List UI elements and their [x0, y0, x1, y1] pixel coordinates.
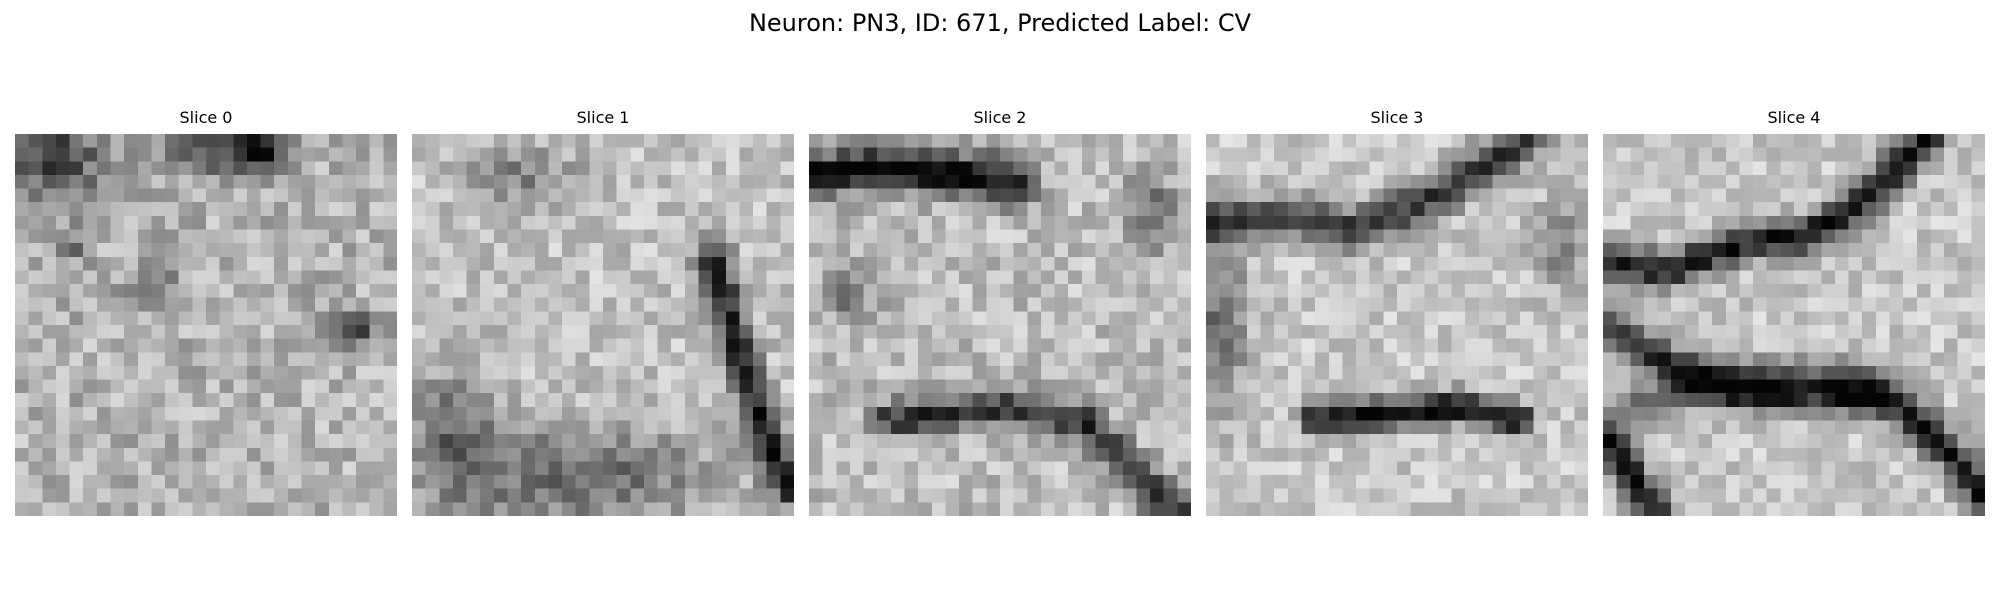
figure-title: Neuron: PN3, ID: 671, Predicted Label: C…	[748, 9, 1252, 37]
slice-panel-3: Slice 3	[1206, 108, 1588, 518]
slice-panel-4: Slice 4	[1603, 108, 1985, 518]
slice-panel-1: Slice 1	[412, 108, 794, 518]
slice-image-3	[1206, 134, 1588, 516]
slice-title-3: Slice 3	[1370, 108, 1424, 127]
slice-panel-2: Slice 2	[809, 108, 1191, 518]
slice-panel-0: Slice 0	[15, 108, 397, 518]
slice-title-1: Slice 1	[576, 108, 630, 127]
slice-image-1	[412, 134, 794, 516]
slice-title-4: Slice 4	[1767, 108, 1821, 127]
slice-title-2: Slice 2	[973, 108, 1027, 127]
slice-title-0: Slice 0	[179, 108, 233, 127]
slice-image-2	[809, 134, 1191, 516]
slice-image-4	[1603, 134, 1985, 516]
slice-image-0	[15, 134, 397, 516]
